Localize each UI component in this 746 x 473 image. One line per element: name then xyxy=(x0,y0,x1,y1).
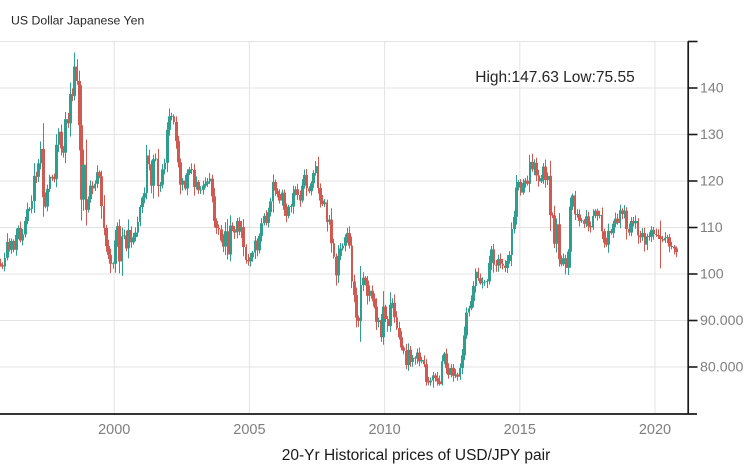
svg-text:140: 140 xyxy=(700,80,724,96)
svg-text:US Dollar Japanese Yen: US Dollar Japanese Yen xyxy=(11,14,144,28)
svg-text:2020: 2020 xyxy=(639,422,671,438)
svg-text:2010: 2010 xyxy=(368,422,400,438)
svg-text:20-Yr Historical prices of USD: 20-Yr Historical prices of USD/JPY pair xyxy=(282,447,550,464)
svg-text:130: 130 xyxy=(700,127,724,143)
svg-text:80.000: 80.000 xyxy=(700,359,744,375)
svg-text:2000: 2000 xyxy=(98,422,130,438)
svg-text:90.000: 90.000 xyxy=(700,313,744,329)
svg-text:120: 120 xyxy=(700,173,724,189)
svg-text:2005: 2005 xyxy=(233,422,265,438)
svg-text:100: 100 xyxy=(700,266,724,282)
svg-text:110: 110 xyxy=(700,220,723,236)
svg-text:High:147.63 Low:75.55: High:147.63 Low:75.55 xyxy=(475,69,634,86)
svg-text:2015: 2015 xyxy=(504,422,536,438)
